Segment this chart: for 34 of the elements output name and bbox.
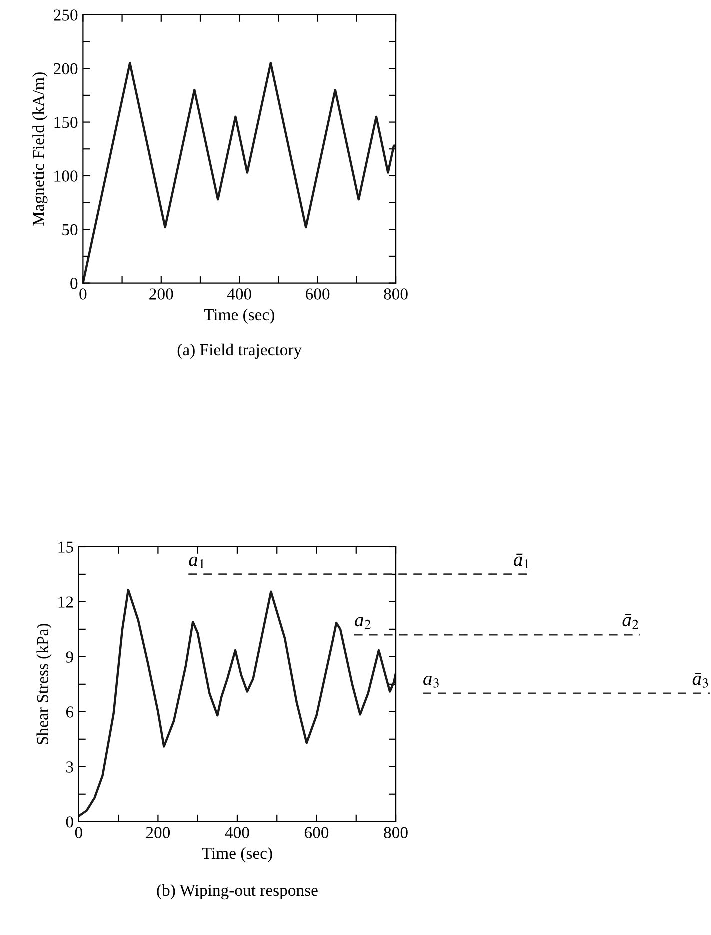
x-tick-label: 800 [384, 288, 408, 300]
y-tick-label: 12 [58, 596, 74, 608]
y-tick-label: 15 [58, 542, 74, 553]
x-axis-title: Time (sec) [204, 308, 274, 324]
ref-line-label: a$_{2}$ [355, 617, 371, 630]
x-tick-label: 0 [80, 288, 87, 300]
x-tick-label: 600 [306, 288, 330, 300]
x-tick-label: 400 [225, 827, 250, 838]
text: ā$_{1}$ [514, 554, 529, 569]
x-tick-label: 400 [227, 288, 252, 300]
y-axis-title: Shear Stress (kPa) [36, 624, 52, 744]
y-tick-label: 150 [54, 116, 78, 128]
text: (a) Field trajectory [178, 344, 302, 360]
x-tick-label: 200 [150, 288, 174, 300]
y-tick-label: 6 [66, 706, 74, 718]
y-axis-title: Magnetic Field (kA/m) [32, 72, 48, 226]
line-series [78, 588, 396, 818]
ref-line-label: a$_{3}$ [424, 676, 439, 688]
y-tick-label: 0 [70, 278, 78, 290]
x-tick-label: 800 [384, 827, 408, 838]
x-tick-label: 200 [146, 827, 170, 838]
y-tick-label: 250 [54, 10, 78, 21]
y-tick-label: 3 [66, 762, 74, 773]
y-tick-label: 100 [54, 170, 78, 182]
text: ā$_{2}$ [622, 614, 639, 630]
text: (b) Wiping-out response [157, 884, 318, 900]
x-tick-label: 600 [304, 827, 329, 838]
y-tick-label: 50 [62, 224, 78, 236]
y-tick-label: 0 [66, 816, 74, 828]
text: ā$_{3}$ [692, 673, 708, 688]
x-axis-title: Time (sec) [202, 847, 272, 863]
ref-line-label: a$_{1}$ [189, 556, 204, 569]
y-tick-label: 9 [66, 652, 74, 663]
y-tick-label: 200 [54, 63, 78, 75]
